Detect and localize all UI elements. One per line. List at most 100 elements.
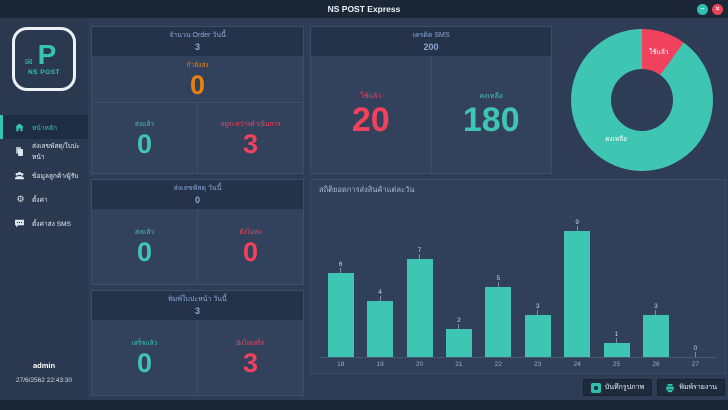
bar: 4 <box>360 288 399 357</box>
sms-credit-card: เครดิต SMS 200 ใช้แล้ว 20 คงเหลือ 180 <box>310 26 552 174</box>
orders-sending-label: กำลังส่ง <box>186 61 209 69</box>
logo-caption: NS POST <box>27 69 61 77</box>
labels-done-label: เสร็จแล้ว <box>131 340 158 348</box>
bottom-strip <box>0 400 728 410</box>
orders-inprogress-cell: อยู่ระหว่างดำเนินการ 3 <box>197 103 303 173</box>
sidebar: P ✉ NS POST หน้าหลัก ส่งเลขพัสดุ/ใบปะหน้… <box>0 18 88 400</box>
bar-value-label: 6 <box>338 260 343 268</box>
bar-value-label: 3 <box>654 302 658 310</box>
logged-in-user: admin <box>32 361 56 370</box>
sidebar-item-label: หน้าหลัก <box>32 124 57 132</box>
bar: 3 <box>518 303 557 357</box>
tracking-notsent-value: 0 <box>242 237 259 268</box>
orders-card: จำนวน Order วันนี้ 3 กำลังส่ง 0 ส่งแล้ว … <box>91 26 304 174</box>
app-logo: P ✉ NS POST <box>12 27 76 91</box>
x-axis-tick-label: 25 <box>612 361 621 368</box>
bar-value-label: 1 <box>614 330 619 338</box>
tracking-notsent-label: ยังไม่ส่ง <box>239 229 262 237</box>
orders-inprogress-value: 3 <box>242 128 259 159</box>
tracking-card: ส่งเลขพัสดุ วันนี้ 0 ส่งแล้ว 0 ยังไม่ส่ง… <box>91 179 304 285</box>
orders-sent-value: 0 <box>136 128 153 159</box>
x-axis-tick-label: 22 <box>494 361 502 368</box>
bar-value-tick <box>616 338 618 343</box>
bar: 2 <box>439 316 478 357</box>
home-icon <box>14 122 25 133</box>
sidebar-item-sms-settings[interactable]: ตั้งค่าส่ง SMS <box>0 211 88 235</box>
bar: 9 <box>557 218 596 357</box>
printer-icon <box>665 383 675 393</box>
chart-title: สถิติยอดการส่งสินค้าแต่ละวัน <box>319 185 415 194</box>
sms-used-value: 20 <box>351 100 390 139</box>
tracking-sent-label: ส่งแล้ว <box>134 229 155 237</box>
bar-rect <box>367 301 394 357</box>
labels-notdone-cell: ยังไม่เสร็จ 3 <box>197 320 303 395</box>
bar-value-tick <box>340 268 342 273</box>
daily-shipments-chart: สถิติยอดการส่งสินค้าแต่ละวัน 6 4 7 2 5 <box>310 179 726 374</box>
x-axis-tick-label: 19 <box>376 361 384 368</box>
tracking-card-title: ส่งเลขพัสดุ วันนี้ <box>173 185 222 192</box>
orders-card-header: จำนวน Order วันนี้ 3 <box>92 27 303 56</box>
orders-card-title: จำนวน Order วันนี้ <box>169 32 226 39</box>
x-axis-tick-label: 23 <box>534 361 542 368</box>
minimize-button[interactable]: – <box>697 3 708 15</box>
customers-icon <box>14 170 25 181</box>
bar-rect <box>642 315 669 357</box>
logo-letter: P <box>37 38 57 70</box>
print-labels-card-total: 3 <box>194 306 200 316</box>
labels-done-value: 0 <box>136 348 153 379</box>
user-info: admin 27/6/2562 22:43:30 <box>0 361 88 400</box>
sms-icon <box>14 218 25 229</box>
print-report-button[interactable]: พิมพ์รายงาน <box>657 379 725 396</box>
sidebar-item-customers[interactable]: ข้อมูลลูกค้า/ผู้รับ <box>0 163 88 187</box>
bar-value-tick <box>497 282 499 287</box>
tracking-card-total: 0 <box>194 195 200 205</box>
bar-value-label: 7 <box>417 246 422 254</box>
bar-value-tick <box>537 310 539 315</box>
tracking-sent-cell: ส่งแล้ว 0 <box>92 209 197 284</box>
tracking-card-header: ส่งเลขพัสดุ วันนี้ 0 <box>92 180 303 209</box>
sms-remaining-cell: คงเหลือ 180 <box>430 56 552 173</box>
bar: 1 <box>597 330 636 357</box>
bar-value-label: 2 <box>457 316 461 324</box>
parcel-icon <box>14 146 25 157</box>
sidebar-item-label: ตั้งค่าส่ง SMS <box>32 220 71 228</box>
sidebar-menu: หน้าหลัก ส่งเลขพัสดุ/ใบปะหน้า ข้อมูลลูกค… <box>0 115 88 235</box>
sms-card-header: เครดิต SMS 200 <box>311 27 551 56</box>
sidebar-item-settings[interactable]: ⚙ ตั้งค่า <box>0 187 88 211</box>
orders-sending-cell: กำลังส่ง 0 <box>92 56 303 103</box>
bar-value-label: 0 <box>693 344 698 352</box>
sidebar-item-parcel[interactable]: ส่งเลขพัสดุ/ใบปะหน้า <box>0 139 88 163</box>
orders-sending-value: 0 <box>189 69 206 100</box>
orders-sent-cell: ส่งแล้ว 0 <box>92 103 197 173</box>
bar-value-label: 9 <box>575 218 579 226</box>
print-labels-card-title: พิมพ์ใบปะหน้า วันนี้ <box>168 296 227 303</box>
bar-rect <box>485 287 512 357</box>
x-axis-labels: 18 19 20 21 22 23 24 25 26 27 <box>319 358 717 371</box>
x-axis-tick-label: 20 <box>415 361 424 368</box>
bar-value-tick <box>458 324 460 329</box>
bar: 3 <box>636 302 675 357</box>
orders-inprogress-label: อยู่ระหว่างดำเนินการ <box>220 120 281 128</box>
sms-card-total: 200 <box>423 42 439 52</box>
bar-value-tick <box>655 310 657 315</box>
bar: 6 <box>321 260 360 357</box>
bar: 5 <box>479 274 518 357</box>
bar-value-label: 5 <box>496 274 501 282</box>
x-axis-tick-label: 18 <box>337 361 345 368</box>
save-image-label: บันทึกรูปภาพ <box>604 384 645 391</box>
bar-rect <box>445 329 472 357</box>
bar-value-tick <box>576 226 578 231</box>
print-labels-card: พิมพ์ใบปะหน้า วันนี้ 3 เสร็จแล้ว 0 ยังไม… <box>91 290 304 396</box>
close-button[interactable]: × <box>712 3 723 15</box>
x-axis-tick-label: 27 <box>691 361 699 368</box>
bar-rect <box>327 273 354 357</box>
orders-card-total: 3 <box>194 42 200 52</box>
save-image-button[interactable]: บันทึกรูปภาพ <box>582 379 653 396</box>
sidebar-item-label: ส่งเลขพัสดุ/ใบปะหน้า <box>32 143 80 161</box>
bar-rect <box>406 259 433 357</box>
bar-value-label: 4 <box>378 288 382 296</box>
print-labels-card-header: พิมพ์ใบปะหน้า วันนี้ 3 <box>92 291 303 320</box>
sidebar-item-home[interactable]: หน้าหลัก <box>0 115 88 139</box>
x-axis-tick-label: 24 <box>573 361 581 368</box>
